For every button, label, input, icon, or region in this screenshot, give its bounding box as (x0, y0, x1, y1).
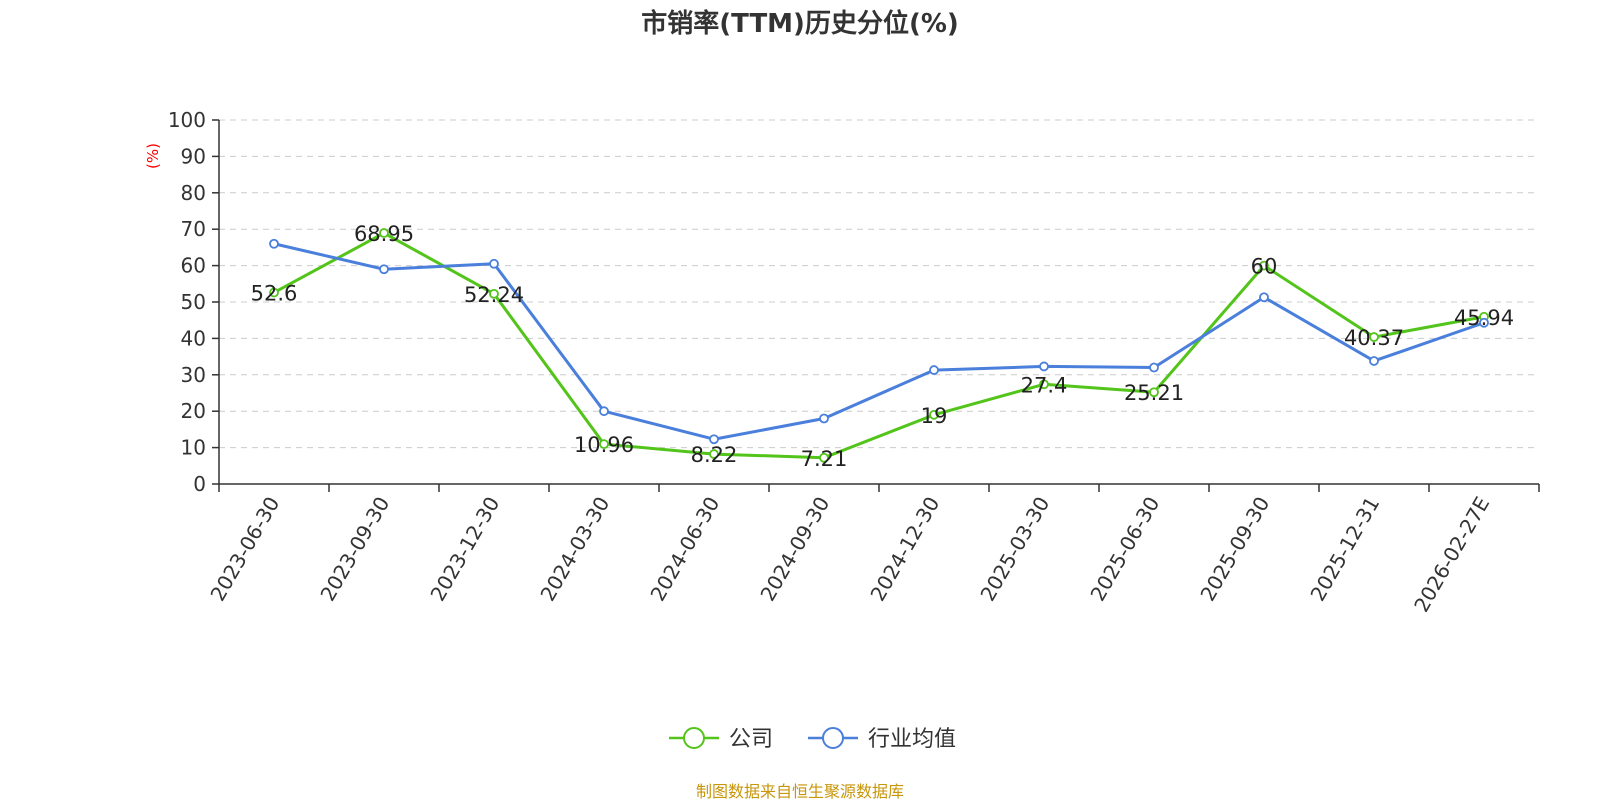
data-point (1039, 361, 1049, 372)
source-note: 制图数据来自恒生聚源数据库 (695, 782, 904, 801)
series-line-1 (273, 242, 1485, 441)
axes: 0 10 20 30 40 50 60 70 80 90 100 2023-06-30 2023-09-… (168, 108, 1540, 617)
data-point (709, 449, 719, 459)
x-tick-label: 2025-12-31 (1305, 493, 1384, 606)
data-labels: 52.6 68.95 52.24 10.96 8.22 7.21 19 27.4 25.21 60… (251, 222, 1514, 471)
data-label: 8.22 (691, 443, 738, 467)
x-tick-label: 2026-02-27E (1409, 493, 1494, 617)
data-point (1259, 292, 1269, 303)
y-tick-label: 90 (181, 144, 206, 168)
y-tick-label: 70 (181, 217, 206, 241)
legend-marker (683, 727, 705, 749)
y-tick-label: 30 (181, 363, 206, 387)
legend-label: 公司 (729, 727, 773, 752)
data-point (1479, 317, 1489, 328)
data-point (379, 228, 389, 238)
data-label: 10.96 (574, 433, 634, 457)
data-point (819, 413, 829, 424)
legend: 公司 行业均值 (669, 727, 956, 752)
chart-title: 市销率(TTM)历史分位(%) (641, 9, 959, 39)
data-label: 60 (1251, 255, 1278, 279)
grid-lines (219, 119, 1539, 449)
legend-label: 行业均值 (868, 727, 956, 752)
data-point (819, 452, 829, 463)
data-point (1369, 356, 1379, 366)
data-label: 40.37 (1344, 326, 1404, 350)
data-label: 19 (921, 404, 948, 428)
x-tick-label: 2025-09-30 (1195, 493, 1274, 606)
data-point (929, 365, 939, 375)
legend-marker (822, 727, 844, 749)
x-tick-label: 2023-09-30 (315, 493, 394, 606)
data-label: 27.4 (1021, 373, 1068, 397)
data-point (489, 288, 499, 299)
data-point (269, 238, 279, 249)
y-tick-label: 50 (181, 290, 206, 314)
data-label: 68.95 (354, 222, 414, 246)
y-tick-label: 10 (181, 436, 206, 460)
data-point (599, 406, 609, 417)
x-tick-label: 2025-03-30 (975, 493, 1054, 606)
data-point (489, 258, 499, 269)
data-point (269, 287, 279, 298)
y-tick-label: 0 (193, 472, 206, 496)
data-point (929, 409, 939, 420)
x-tick-label: 2024-03-30 (535, 493, 614, 606)
data-point (1369, 332, 1379, 342)
data-point (599, 439, 609, 450)
data-point (1149, 387, 1159, 398)
y-tick-label: 20 (181, 399, 206, 423)
data-point (709, 434, 719, 445)
y-tick-label: 60 (181, 254, 206, 278)
x-tick-label: 2024-12-30 (865, 493, 944, 606)
x-tick-label: 2023-06-30 (205, 493, 284, 606)
data-label: 7.21 (801, 447, 848, 471)
series-line-0 (273, 231, 1485, 460)
data-label: 45.94 (1454, 306, 1514, 330)
data-label: 52.6 (251, 282, 298, 306)
data-label: 25.21 (1124, 381, 1184, 405)
x-tick-label: 2025-06-30 (1085, 493, 1164, 606)
data-point (1259, 260, 1269, 271)
y-axis-label: (%) (144, 143, 162, 169)
data-point (379, 264, 389, 275)
y-tick-label: 40 (181, 326, 206, 350)
x-tick-label: 2024-09-30 (755, 493, 834, 606)
x-tick-label: 2024-06-30 (645, 493, 724, 606)
series-lines (269, 228, 1489, 463)
y-tick-label: 80 (181, 181, 206, 205)
data-point (1149, 362, 1159, 373)
x-tick-label: 2023-12-30 (425, 493, 504, 606)
data-label: 52.24 (464, 283, 524, 307)
y-tick-label: 100 (168, 108, 206, 132)
data-point (1039, 379, 1049, 390)
